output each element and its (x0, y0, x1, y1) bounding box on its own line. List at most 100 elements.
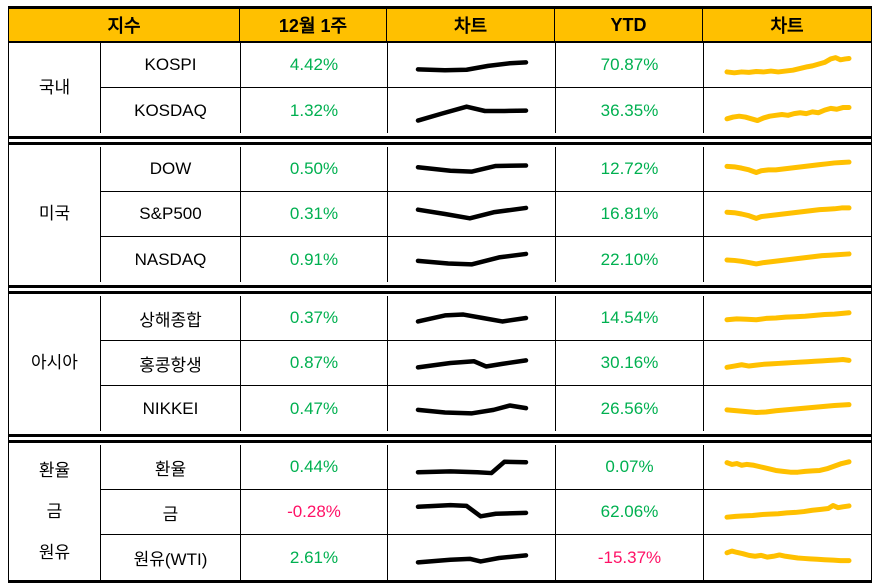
ytd-sparkline-cell (704, 386, 871, 431)
ytd-sparkline-chart (727, 98, 849, 124)
ytd-change: 62.06% (556, 490, 704, 534)
index-name: NIKKEI (101, 386, 241, 431)
table-row-sp500: S&P500 0.31% 16.81% (101, 192, 871, 237)
group-cell-fx-gold-oil: 환율 금 원유 (9, 445, 101, 580)
index-name: 금 (101, 490, 241, 534)
week-sparkline-chart (418, 52, 526, 78)
week-change: 0.47% (241, 386, 388, 431)
ytd-sparkline-chart (727, 247, 849, 273)
header-week: 12월 1주 (240, 9, 387, 41)
table-row-nikkei: NIKKEI 0.47% 26.56% (101, 386, 871, 431)
group-cell-asia: 아시아 (9, 296, 101, 431)
week-sparkline-chart (418, 350, 526, 376)
week-sparkline-chart (418, 454, 526, 480)
ytd-change: 16.81% (556, 192, 704, 236)
table-row-fx: 환율 0.44% 0.07% (101, 445, 871, 490)
week-sparkline-cell (388, 386, 556, 431)
week-sparkline-cell (388, 341, 556, 385)
ytd-sparkline-cell (704, 192, 871, 236)
ytd-sparkline-cell (704, 88, 871, 133)
week-change: 0.31% (241, 192, 388, 236)
group-label: 아시아 (31, 353, 78, 373)
week-sparkline-cell (388, 237, 556, 282)
ytd-sparkline-chart (727, 545, 849, 571)
ytd-sparkline-cell (704, 445, 871, 489)
week-sparkline-cell (388, 535, 556, 580)
ytd-sparkline-chart (727, 156, 849, 182)
ytd-change: 30.16% (556, 341, 704, 385)
table-row-kosdaq: KOSDAQ 1.32% 36.35% (101, 88, 871, 133)
week-change: -0.28% (241, 490, 388, 534)
ytd-sparkline-chart (727, 454, 849, 480)
index-name: DOW (101, 147, 241, 191)
group-label: 국내 (38, 77, 71, 97)
week-sparkline-cell (388, 88, 556, 133)
table-header: 지수 12월 1주 차트 YTD 차트 (9, 9, 871, 43)
section-us: 미국 DOW 0.50% 12.72% S&P500 0.31% 16.81% … (9, 147, 871, 282)
week-sparkline-cell (388, 192, 556, 236)
index-name: 홍콩항생 (101, 341, 241, 385)
section-domestic: 국내 KOSPI 4.42% 70.87% KOSDAQ 1.32% 36.35… (9, 43, 871, 133)
section-divider (9, 431, 871, 445)
week-sparkline-chart (418, 396, 526, 422)
index-name: 환율 (101, 445, 241, 489)
ytd-change: 22.10% (556, 237, 704, 282)
group-label: 환율 금 원유 (38, 461, 71, 562)
ytd-sparkline-cell (704, 535, 871, 580)
header-ytd-chart: 차트 (770, 16, 804, 36)
section-asia: 아시아 상해종합 0.37% 14.54% 홍콩항생 0.87% 30.16% … (9, 296, 871, 431)
index-name: NASDAQ (101, 237, 241, 282)
ytd-change: 26.56% (556, 386, 704, 431)
week-sparkline-cell (388, 490, 556, 534)
index-name: 상해종합 (101, 296, 241, 340)
week-change: 0.50% (241, 147, 388, 191)
table-row-kospi: KOSPI 4.42% 70.87% (101, 43, 871, 88)
ytd-sparkline-cell (704, 296, 871, 340)
week-change: 1.32% (241, 88, 388, 133)
section-divider (9, 133, 871, 147)
index-name: KOSPI (101, 43, 241, 87)
index-name: S&P500 (101, 192, 241, 236)
week-sparkline-chart (418, 247, 526, 273)
table-row-nasdaq: NASDAQ 0.91% 22.10% (101, 237, 871, 282)
ytd-change: -15.37% (556, 535, 704, 580)
week-sparkline-cell (388, 43, 556, 87)
ytd-sparkline-cell (704, 490, 871, 534)
week-change: 0.37% (241, 296, 388, 340)
market-summary-table: 지수 12월 1주 차트 YTD 차트 국내 KOSPI 4.42% 70.87… (8, 6, 872, 583)
week-change: 4.42% (241, 43, 388, 87)
header-ytd: YTD (555, 9, 703, 41)
ytd-change: 14.54% (556, 296, 704, 340)
ytd-sparkline-cell (704, 43, 871, 87)
table-row-wti: 원유(WTI) 2.61% -15.37% (101, 535, 871, 580)
ytd-sparkline-cell (704, 237, 871, 282)
ytd-change: 12.72% (556, 147, 704, 191)
week-sparkline-chart (418, 98, 526, 124)
group-cell-us: 미국 (9, 147, 101, 282)
week-sparkline-chart (418, 305, 526, 331)
week-sparkline-chart (418, 201, 526, 227)
week-sparkline-chart (418, 156, 526, 182)
group-label: 미국 (38, 204, 71, 224)
header-week-chart: 차트 (387, 9, 555, 41)
ytd-sparkline-chart (727, 396, 849, 422)
ytd-sparkline-cell (704, 341, 871, 385)
ytd-sparkline-chart (727, 350, 849, 376)
week-sparkline-chart (418, 499, 526, 525)
week-sparkline-cell (388, 445, 556, 489)
ytd-sparkline-chart (727, 499, 849, 525)
week-change: 0.91% (241, 237, 388, 282)
week-change: 0.87% (241, 341, 388, 385)
index-name: 원유(WTI) (101, 535, 241, 580)
section-divider (9, 282, 871, 296)
week-sparkline-cell (388, 147, 556, 191)
ytd-sparkline-chart (727, 305, 849, 331)
ytd-sparkline-chart (727, 201, 849, 227)
week-change: 2.61% (241, 535, 388, 580)
table-row-gold: 금 -0.28% 62.06% (101, 490, 871, 535)
group-cell-domestic: 국내 (9, 43, 101, 133)
ytd-sparkline-cell (704, 147, 871, 191)
ytd-change: 36.35% (556, 88, 704, 133)
ytd-change: 70.87% (556, 43, 704, 87)
week-sparkline-chart (418, 545, 526, 571)
